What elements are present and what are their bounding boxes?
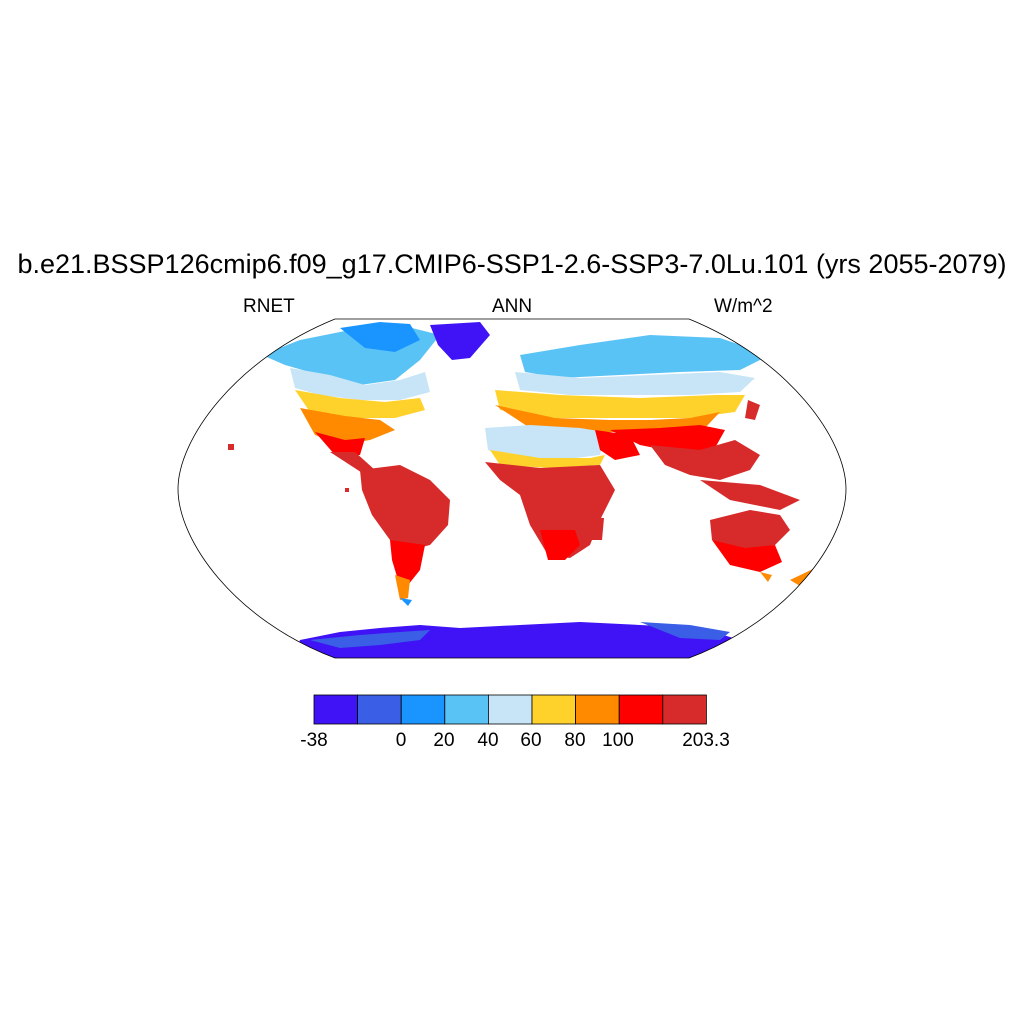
- region-madagascar: [592, 518, 604, 540]
- colorbar-box-2: [400, 694, 446, 725]
- region-sahel: [490, 450, 605, 468]
- region-south-america-tropics: [360, 465, 450, 550]
- region-patagonia: [395, 575, 410, 600]
- colorbar-label-7: 203.3: [682, 730, 730, 751]
- region-arabia: [595, 430, 640, 460]
- region-sahara: [485, 425, 605, 460]
- region-africa-tropics: [485, 462, 615, 558]
- region-eurasia-mid: [495, 390, 745, 418]
- region-australia-south: [712, 540, 782, 572]
- colorbar-box-3: [444, 694, 489, 725]
- colorbar-box-7: [618, 694, 664, 725]
- units-label: W/m^2: [714, 296, 773, 317]
- region-eurasia-arctic: [520, 335, 770, 378]
- region-southeast-asia: [650, 440, 760, 480]
- region-tasmania: [760, 572, 772, 582]
- region-greenland: [430, 322, 490, 360]
- season-label: ANN: [491, 296, 533, 317]
- region-antarctic-peninsula: [640, 622, 730, 640]
- colorbar-label-5: 80: [564, 730, 586, 751]
- colorbar-label-1: 0: [395, 730, 407, 751]
- colorbar-label-2: 20: [433, 730, 455, 751]
- region-australia-north: [710, 510, 790, 550]
- colorbar-box-0: [313, 694, 358, 725]
- region-japan: [745, 400, 760, 420]
- colorbar-box-1: [357, 694, 402, 725]
- region-canada-islands: [340, 322, 420, 352]
- region-hawaii: [228, 444, 234, 450]
- region-indonesia: [700, 480, 800, 510]
- colorbar-box-6: [575, 694, 620, 725]
- region-galapagos: [345, 488, 349, 492]
- map-border: [177, 318, 847, 659]
- colorbar-box-8: [662, 694, 707, 725]
- region-eurasia-boreal: [515, 372, 755, 395]
- region-south-asia: [610, 425, 725, 455]
- colorbar-label-3: 40: [477, 730, 499, 751]
- colorbar-box-4: [487, 694, 533, 725]
- region-south-america-south: [390, 540, 425, 585]
- region-south-africa: [540, 530, 580, 560]
- colorbar-box-5: [531, 694, 576, 725]
- region-north-america-mid: [295, 390, 425, 418]
- region-north-america-boreal: [290, 368, 430, 400]
- colorbar-label-6: 100: [602, 730, 634, 751]
- region-mediterranean: [495, 405, 720, 432]
- region-north-america-gulf: [315, 432, 365, 455]
- region-antarctic-coast: [310, 630, 430, 648]
- variable-label: RNET: [243, 296, 295, 317]
- colorbar-label-0: -38: [300, 730, 328, 751]
- colorbar-label-4: 60: [520, 730, 542, 751]
- region-tierra-del-fuego: [400, 598, 412, 606]
- figure-title: b.e21.BSSP126cmip6.f09_g17.CMIP6-SSP1-2.…: [17, 249, 1007, 279]
